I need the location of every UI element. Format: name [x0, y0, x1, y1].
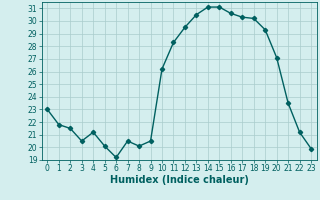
X-axis label: Humidex (Indice chaleur): Humidex (Indice chaleur): [110, 175, 249, 185]
